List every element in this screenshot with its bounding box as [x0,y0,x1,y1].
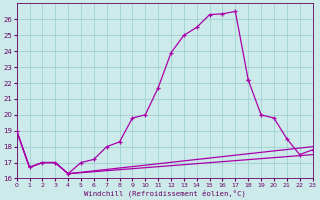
X-axis label: Windchill (Refroidissement éolien,°C): Windchill (Refroidissement éolien,°C) [84,189,245,197]
